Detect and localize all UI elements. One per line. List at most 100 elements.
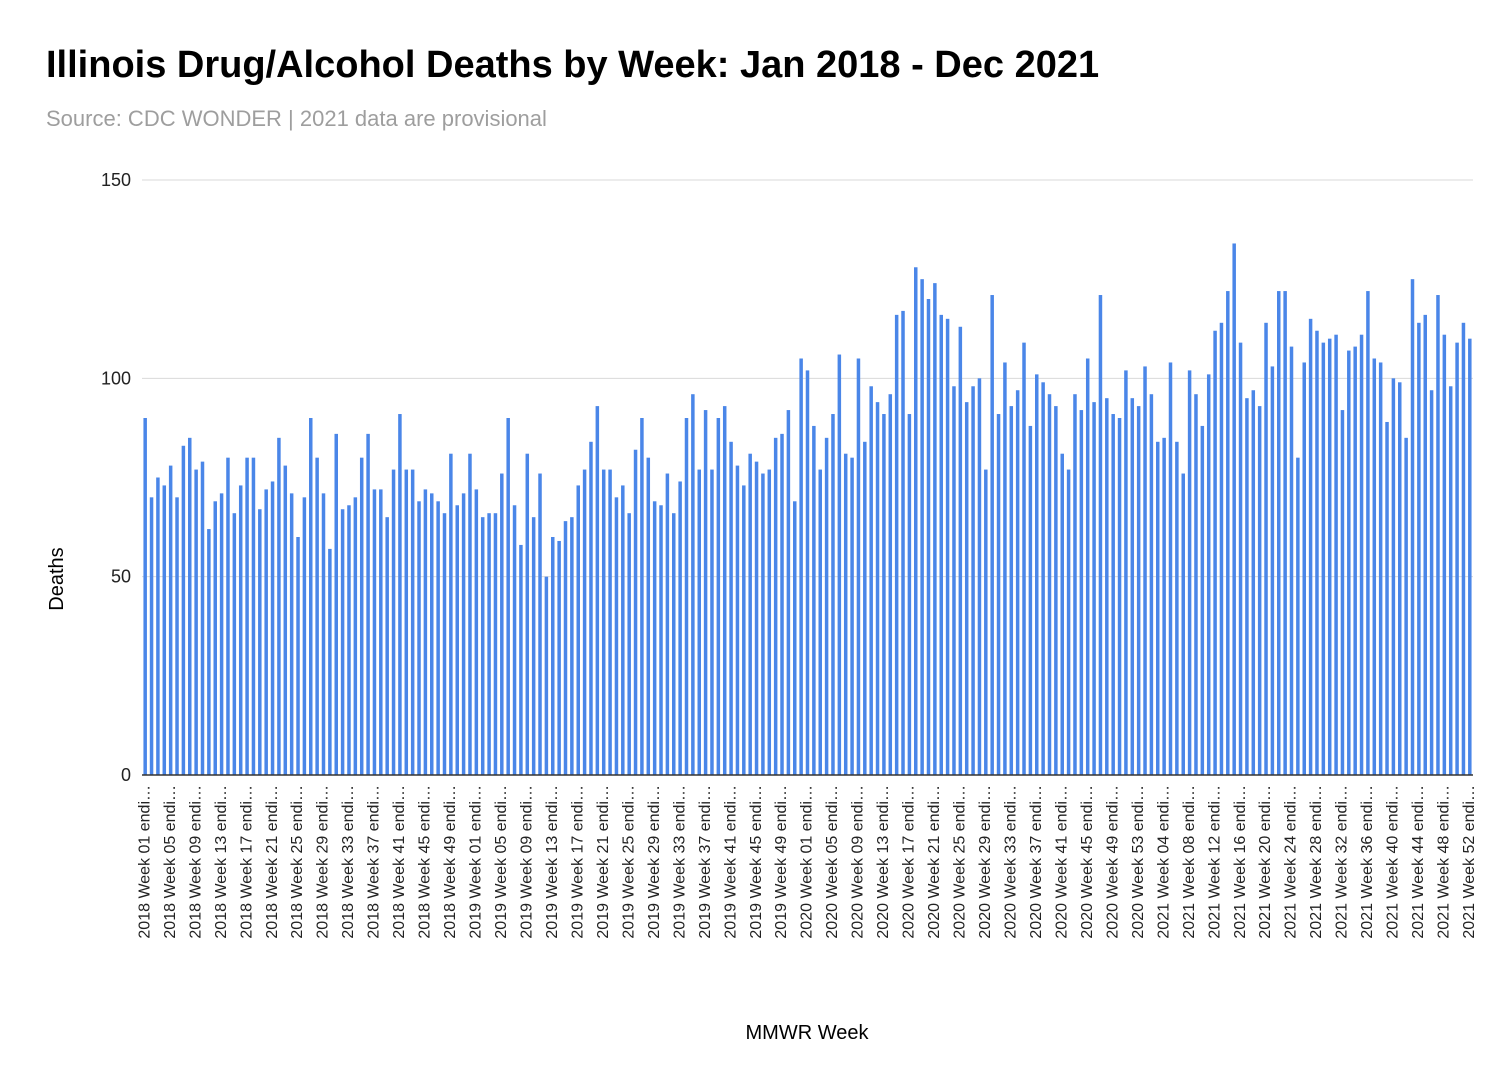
bar (646, 457, 651, 775)
bar (289, 493, 294, 775)
x-tick-label: 2019 Week 45 endi… (748, 785, 765, 939)
bar (1429, 390, 1434, 775)
bar (748, 453, 752, 775)
bar (538, 473, 542, 775)
bar (430, 493, 434, 775)
bar (907, 414, 912, 775)
bar (958, 326, 963, 775)
chart-subtitle: Source: CDC WONDER | 2021 data are provi… (46, 106, 547, 131)
bar (563, 521, 568, 775)
bar (1308, 318, 1313, 775)
x-tick-label: 2020 Week 13 endi… (875, 785, 892, 939)
chart-title: Illinois Drug/Alcohol Deaths by Week: Ja… (46, 44, 1100, 86)
bar (742, 485, 746, 775)
x-tick-label: 2019 Week 37 endi… (697, 785, 714, 939)
bar (181, 445, 186, 775)
bar (716, 418, 721, 775)
x-tick-label: 2019 Week 49 endi… (773, 785, 790, 939)
x-tick-label: 2018 Week 37 endi… (366, 785, 383, 939)
bar (652, 501, 657, 775)
bar (1347, 350, 1351, 775)
bar (576, 485, 580, 775)
bar (1098, 295, 1103, 775)
x-tick-label: 2018 Week 25 endi… (289, 785, 306, 939)
bar (894, 314, 899, 775)
x-axis-ticks: 2018 Week 01 endi… 2018 Week 05 endi… 2018… (136, 785, 1478, 939)
bar (1060, 453, 1064, 775)
x-tick-label: 2021 Week 40 endi… (1385, 785, 1402, 939)
bar (1270, 366, 1275, 775)
bar (952, 386, 956, 775)
bar (264, 489, 268, 775)
bars (143, 243, 1472, 776)
bar (1334, 334, 1338, 775)
bar (1232, 243, 1236, 776)
bar (710, 469, 714, 775)
bar (601, 469, 606, 775)
bar (353, 497, 358, 775)
bar (678, 481, 682, 775)
x-tick-label: 2020 Week 29 endi… (977, 785, 994, 939)
bar (270, 481, 275, 775)
bar (143, 418, 147, 775)
x-tick-label: 2019 Week 09 endi… (519, 785, 536, 939)
bar (933, 283, 937, 775)
bar (1404, 437, 1408, 775)
bar (512, 505, 517, 775)
bar (309, 418, 313, 775)
x-tick-label: 2021 Week 12 endi… (1206, 785, 1223, 939)
x-tick-label: 2020 Week 05 endi… (824, 785, 841, 939)
bar (315, 457, 319, 775)
bar (1041, 382, 1045, 775)
bar (1238, 342, 1243, 775)
x-tick-label: 2019 Week 17 endi… (569, 785, 586, 939)
bar (608, 469, 612, 775)
bar (786, 410, 791, 775)
bar (1194, 394, 1198, 775)
bar (1168, 362, 1173, 775)
bar (551, 537, 555, 775)
bar (468, 453, 472, 775)
bar (366, 433, 370, 775)
bar (996, 414, 1001, 775)
bar (417, 501, 421, 775)
bar (1391, 378, 1396, 775)
bar (1213, 330, 1217, 775)
bar (500, 473, 504, 775)
bar (684, 418, 689, 775)
x-tick-label: 2018 Week 13 endi… (213, 785, 230, 939)
bar (850, 457, 854, 775)
bar (175, 497, 179, 775)
bar (1257, 406, 1262, 775)
bar (1385, 421, 1389, 775)
bar (1009, 406, 1014, 775)
bar (901, 310, 905, 775)
bar (506, 418, 510, 775)
bar (296, 537, 300, 775)
bar (672, 513, 676, 775)
bar (1162, 437, 1166, 775)
bar (1296, 457, 1300, 775)
bar (1378, 362, 1383, 775)
bar (882, 414, 886, 775)
x-tick-label: 2019 Week 33 endi… (671, 785, 688, 939)
bar (818, 469, 822, 775)
bar (232, 513, 237, 775)
bar (595, 406, 600, 775)
bar (691, 394, 695, 775)
x-tick-label: 2019 Week 25 endi… (620, 785, 637, 939)
bar (1015, 390, 1020, 775)
bar (442, 513, 447, 775)
bar (1366, 291, 1370, 775)
bar (1149, 394, 1154, 775)
bar (614, 497, 619, 775)
bar (1251, 390, 1256, 775)
bar (1054, 406, 1058, 775)
bar (1436, 295, 1440, 775)
bar (321, 493, 326, 775)
bar (168, 465, 173, 775)
x-tick-label: 2018 Week 29 endi… (315, 785, 332, 939)
x-tick-label: 2021 Week 24 endi… (1283, 785, 1300, 939)
y-axis-title: Deaths (46, 547, 68, 610)
bar (640, 418, 644, 775)
